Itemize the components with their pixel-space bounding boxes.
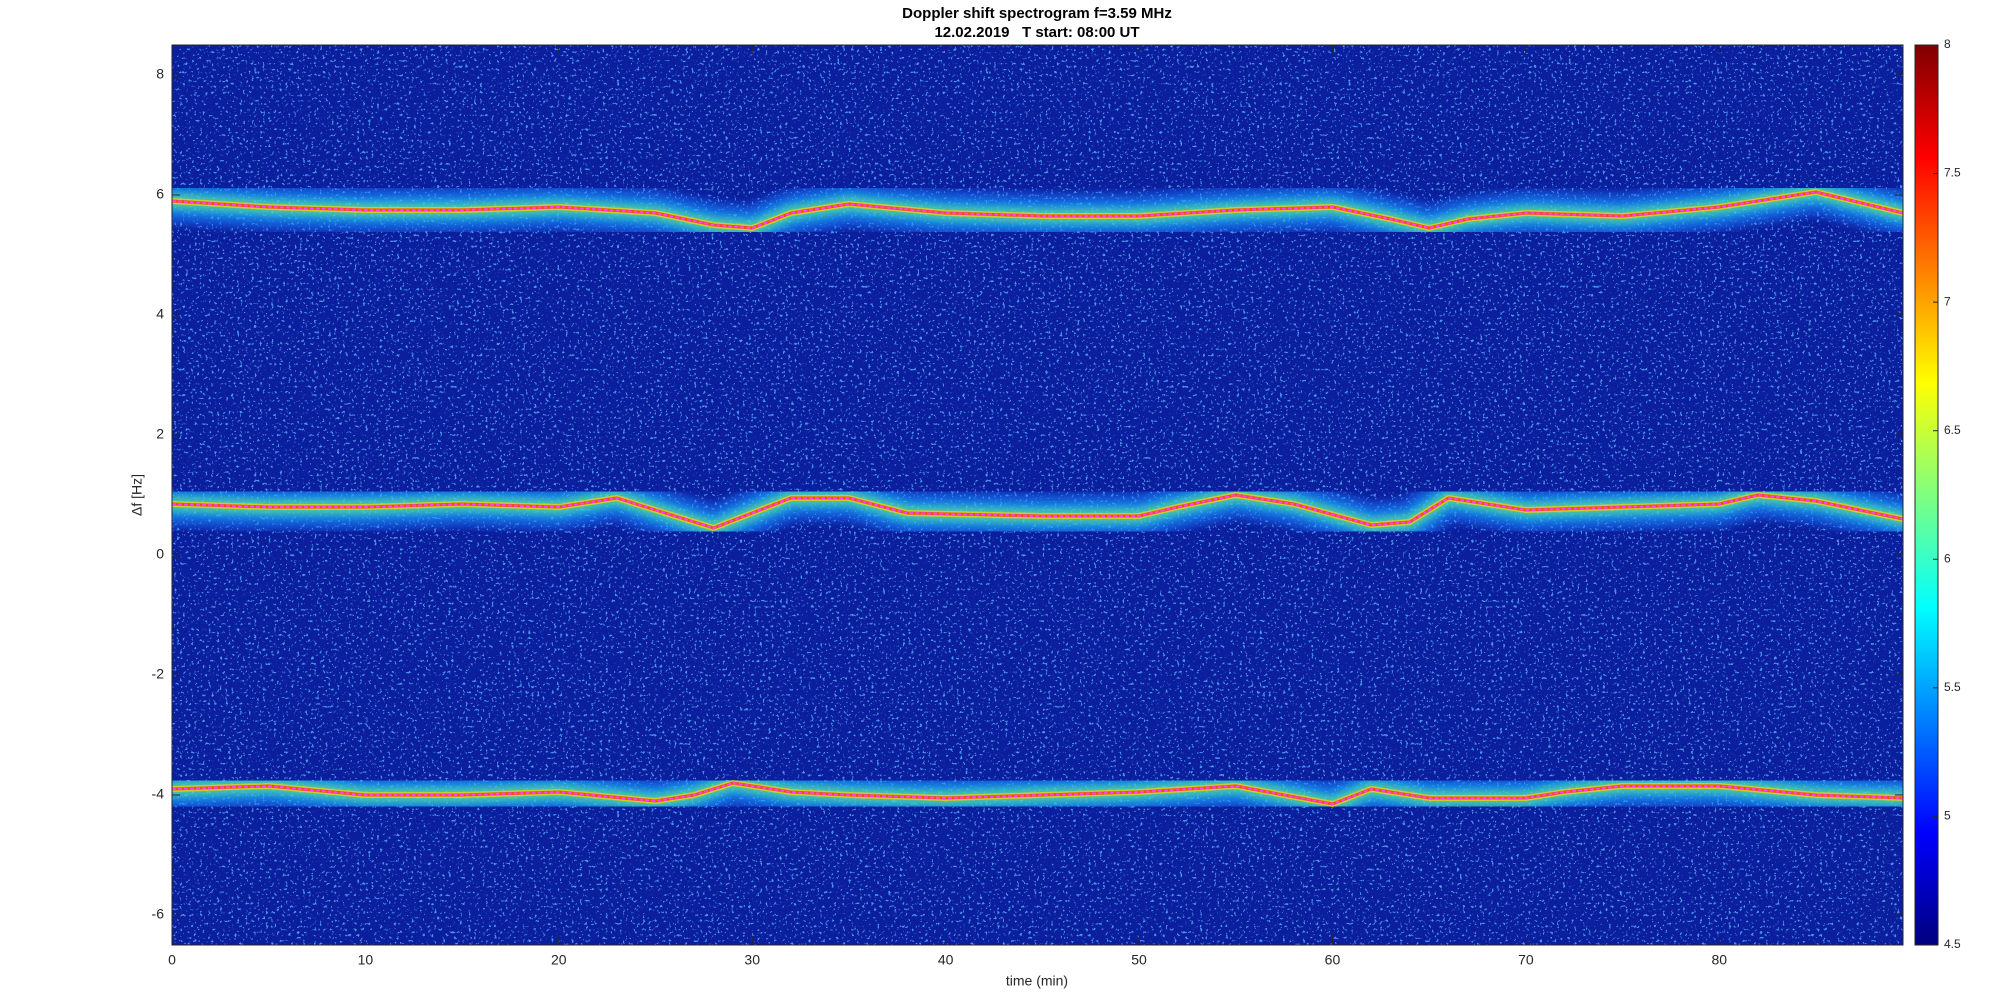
x-tick-label: 80 [1711, 952, 1727, 968]
colorbar-tick-label: 8 [1944, 37, 1951, 51]
y-tick-label: 2 [156, 426, 164, 442]
colorbar-tick-label: 7 [1944, 294, 1951, 308]
y-tick-label: 4 [156, 306, 164, 322]
colorbar-tick-label: 6 [1944, 551, 1951, 565]
traces [172, 169, 1903, 827]
x-tick-label: 40 [938, 952, 954, 968]
y-axis-label: Δf [Hz] [129, 474, 145, 516]
y-tick-label: 0 [156, 546, 164, 562]
x-tick-label: 20 [551, 952, 567, 968]
trace-line [172, 494, 1903, 529]
y-tick-label: 8 [156, 66, 164, 82]
colorbar-tick-label: 6.5 [1944, 423, 1961, 437]
colorbar-tick-label: 5 [1944, 809, 1951, 823]
x-tick-label: 70 [1518, 952, 1534, 968]
trace-line [172, 782, 1903, 805]
x-tick-label: 60 [1325, 952, 1341, 968]
y-tick-label: -2 [152, 666, 165, 682]
y-tick-label: -4 [152, 786, 165, 802]
chart-subtitle: 12.02.2019 T start: 08:00 UT [934, 24, 1139, 41]
chart-title: Doppler shift spectrogram f=3.59 MHz [902, 5, 1172, 22]
trace-line [172, 191, 1903, 229]
y-tick-label: 6 [156, 186, 164, 202]
x-tick-label: 50 [1131, 952, 1147, 968]
x-axis-label: time (min) [1006, 973, 1068, 989]
x-tick-label: 30 [744, 952, 760, 968]
plot-frame [171, 44, 1904, 946]
y-tick-label: -6 [152, 906, 165, 922]
colorbar-tick-label: 5.5 [1944, 680, 1961, 694]
x-tick-label: 0 [168, 952, 176, 968]
colorbar-tick-label: 4.5 [1944, 937, 1961, 951]
colorbar [1914, 44, 1939, 946]
x-tick-label: 10 [358, 952, 374, 968]
colorbar-tick-label: 7.5 [1944, 166, 1961, 180]
